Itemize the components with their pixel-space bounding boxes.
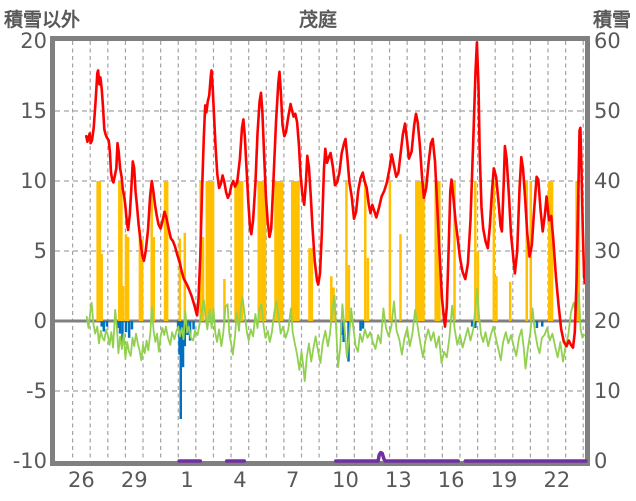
left-axis-labels: 20 15 10 5 0 -5 -10 [13,29,47,473]
right-axis-tick: 50 [594,99,621,123]
x-axis-tick: 29 [121,468,148,492]
right-axis-tick: 20 [594,309,621,333]
right-axis-labels: 60 50 40 30 20 10 0 [594,29,621,473]
left-axis-tick: -10 [13,449,47,473]
x-axis-tick: 7 [286,468,299,492]
right-axis-tick: 40 [594,169,621,193]
chart-title: 茂庭 [298,9,337,31]
x-axis-tick: 19 [491,468,518,492]
left-axis-tick: 20 [20,29,47,53]
x-axis-tick: 1 [180,468,193,492]
left-axis-tick: 15 [20,99,47,123]
x-axis-tick: 4 [233,468,246,492]
green-line [85,287,585,383]
left-axis-tick: 5 [34,239,47,263]
right-axis-tick: 30 [594,239,621,263]
right-axis-title: 積雪 [592,9,631,31]
x-axis-tick: 22 [543,468,570,492]
right-axis-tick: 60 [594,29,621,53]
left-axis-tick: 0 [34,309,47,333]
x-axis-tick: 16 [438,468,465,492]
right-axis-tick: 0 [594,449,607,473]
x-axis-labels: 26 29 1 4 7 10 13 16 19 22 [68,468,570,492]
x-axis-tick: 13 [385,468,412,492]
purple-line [334,450,460,463]
x-axis-tick: 26 [68,468,95,492]
left-axis-title: 積雪以外 [4,9,81,31]
purple-line-group [177,450,588,463]
red-line [85,41,586,349]
x-axis-tick: 10 [332,468,359,492]
plot-border [50,36,590,466]
right-axis-tick: 10 [594,379,621,403]
left-axis-tick: -5 [26,379,47,403]
left-axis-tick: 10 [20,169,47,193]
yellow-bars [96,181,581,321]
